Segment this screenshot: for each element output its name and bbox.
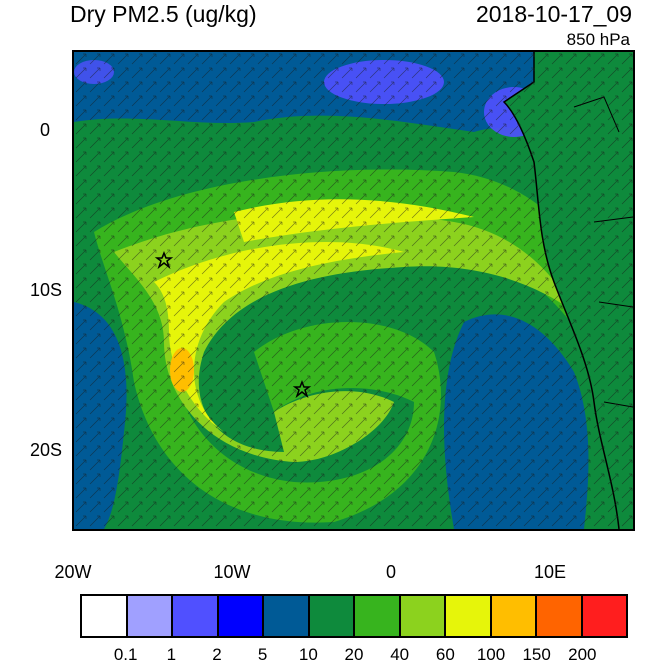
colorbar-box — [218, 596, 264, 636]
lon-label-10e: 10E — [533, 562, 567, 582]
wind-vectors — [74, 52, 633, 529]
colorbar-label: 1 — [166, 645, 177, 664]
lon-label-20w: 20W — [54, 562, 92, 582]
colorbar-label: 150 — [522, 645, 551, 664]
colorbar-box — [400, 596, 446, 636]
colorbar-box — [127, 596, 173, 636]
colorbar-label: 20 — [344, 645, 364, 664]
site-marker-star — [154, 250, 174, 270]
colorbar-label: 5 — [257, 645, 268, 664]
lat-label-10s: 10S — [29, 280, 62, 300]
colorbar-label: 0.1 — [113, 645, 138, 664]
colorbar-box — [537, 596, 583, 636]
lat-label-20s: 20S — [29, 440, 62, 460]
colorbar-label: 60 — [435, 645, 455, 664]
lon-label-10w: 10W — [213, 562, 251, 582]
colorbar-label: 10 — [298, 645, 318, 664]
colorbar-label: 100 — [476, 645, 506, 664]
colorbar-box — [264, 596, 310, 636]
map-title: Dry PM2.5 (ug/kg) — [70, 1, 257, 27]
colorbar-box — [355, 596, 401, 636]
colorbar-box — [491, 596, 537, 636]
colorbar-label: 2 — [212, 645, 222, 664]
colorbar-box — [446, 596, 492, 636]
pressure-level-label: 850 hPa — [566, 30, 630, 49]
map-panel — [72, 50, 635, 531]
colorbar-label: 200 — [568, 645, 597, 664]
colorbar-box — [82, 596, 128, 636]
colorbar-box — [173, 596, 219, 636]
pm25-field-map — [74, 52, 633, 529]
lat-label-0: 0 — [39, 120, 50, 140]
datetime-label: 2018-10-17_09 — [475, 1, 632, 27]
colorbar-box — [309, 596, 355, 636]
lon-label-0: 0 — [385, 562, 396, 582]
colorbar-box — [582, 596, 626, 636]
colorbar-label: 40 — [390, 645, 410, 664]
colorbar — [80, 594, 628, 638]
site-marker-star — [292, 379, 312, 399]
